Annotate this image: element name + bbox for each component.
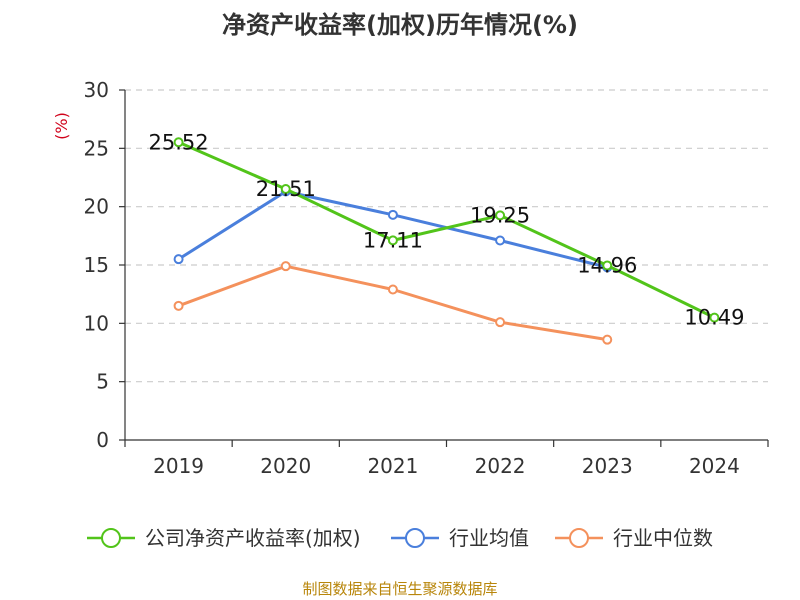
- series-0: [173, 137, 720, 323]
- data-point[interactable]: [387, 284, 398, 295]
- legend-item[interactable]: 行业中位数: [555, 526, 713, 550]
- data-point[interactable]: [495, 235, 506, 246]
- legend-circle-marker: [405, 528, 425, 548]
- y-tick-label: 25: [84, 136, 109, 160]
- data-point[interactable]: [173, 254, 184, 265]
- data-point[interactable]: [387, 209, 398, 220]
- data-labels: 25.52 21.51 17.11 19.25 14.96 10.49: [149, 130, 745, 329]
- y-tick-label: 10: [84, 311, 109, 335]
- legend[interactable]: 公司净资产收益率(加权) 行业均值 行业中位数: [87, 526, 713, 550]
- legend-circle-marker: [101, 528, 121, 548]
- y-tick-label: 30: [84, 78, 109, 102]
- data-label: 17.11: [363, 228, 423, 252]
- x-tick-label: 2020: [260, 454, 311, 478]
- legend-circle-marker: [569, 528, 589, 548]
- x-tick-label: 2023: [582, 454, 633, 478]
- y-tick-label: 0: [96, 428, 109, 452]
- x-tick-label: 2024: [689, 454, 740, 478]
- y-tick-label: 15: [84, 253, 109, 277]
- data-point[interactable]: [387, 235, 398, 246]
- data-label: 14.96: [577, 253, 637, 277]
- data-label: 21.51: [256, 177, 316, 201]
- data-source-note: 制图数据来自恒生聚源数据库: [302, 580, 497, 598]
- x-tick-label: 2019: [153, 454, 204, 478]
- y-axis-unit-label: (%): [52, 112, 71, 140]
- data-point[interactable]: [280, 261, 291, 272]
- data-point[interactable]: [173, 300, 184, 311]
- y-tick-label: 5: [96, 370, 109, 394]
- data-label: 19.25: [470, 203, 530, 227]
- data-point[interactable]: [280, 184, 291, 195]
- data-point[interactable]: [495, 210, 506, 221]
- data-point[interactable]: [709, 312, 720, 323]
- legend-label: 行业均值: [449, 526, 529, 550]
- data-point[interactable]: [173, 137, 184, 148]
- legend-label: 公司净资产收益率(加权): [145, 526, 361, 550]
- series-line: [177, 140, 716, 319]
- legend-item[interactable]: 行业均值: [391, 526, 529, 550]
- legend-item[interactable]: 公司净资产收益率(加权): [87, 526, 361, 550]
- series-2: [173, 261, 613, 345]
- y-tick-label: 20: [84, 195, 109, 219]
- axes: 0 5 10 15 20 25 30 2019 2020 2021 2022 2023 2024: [84, 78, 769, 478]
- data-point[interactable]: [602, 334, 613, 345]
- series-lines: [173, 137, 720, 345]
- data-label: 10.49: [684, 306, 744, 330]
- data-point[interactable]: [495, 317, 506, 328]
- data-label: 25.52: [149, 130, 209, 154]
- gridlines: [125, 89, 768, 383]
- chart-title: 净资产收益率(加权)历年情况(%): [222, 11, 578, 39]
- x-tick-label: 2022: [475, 454, 526, 478]
- series-line: [178, 264, 608, 342]
- data-point[interactable]: [602, 260, 613, 271]
- x-tick-label: 2021: [367, 454, 418, 478]
- legend-label: 行业中位数: [613, 526, 713, 550]
